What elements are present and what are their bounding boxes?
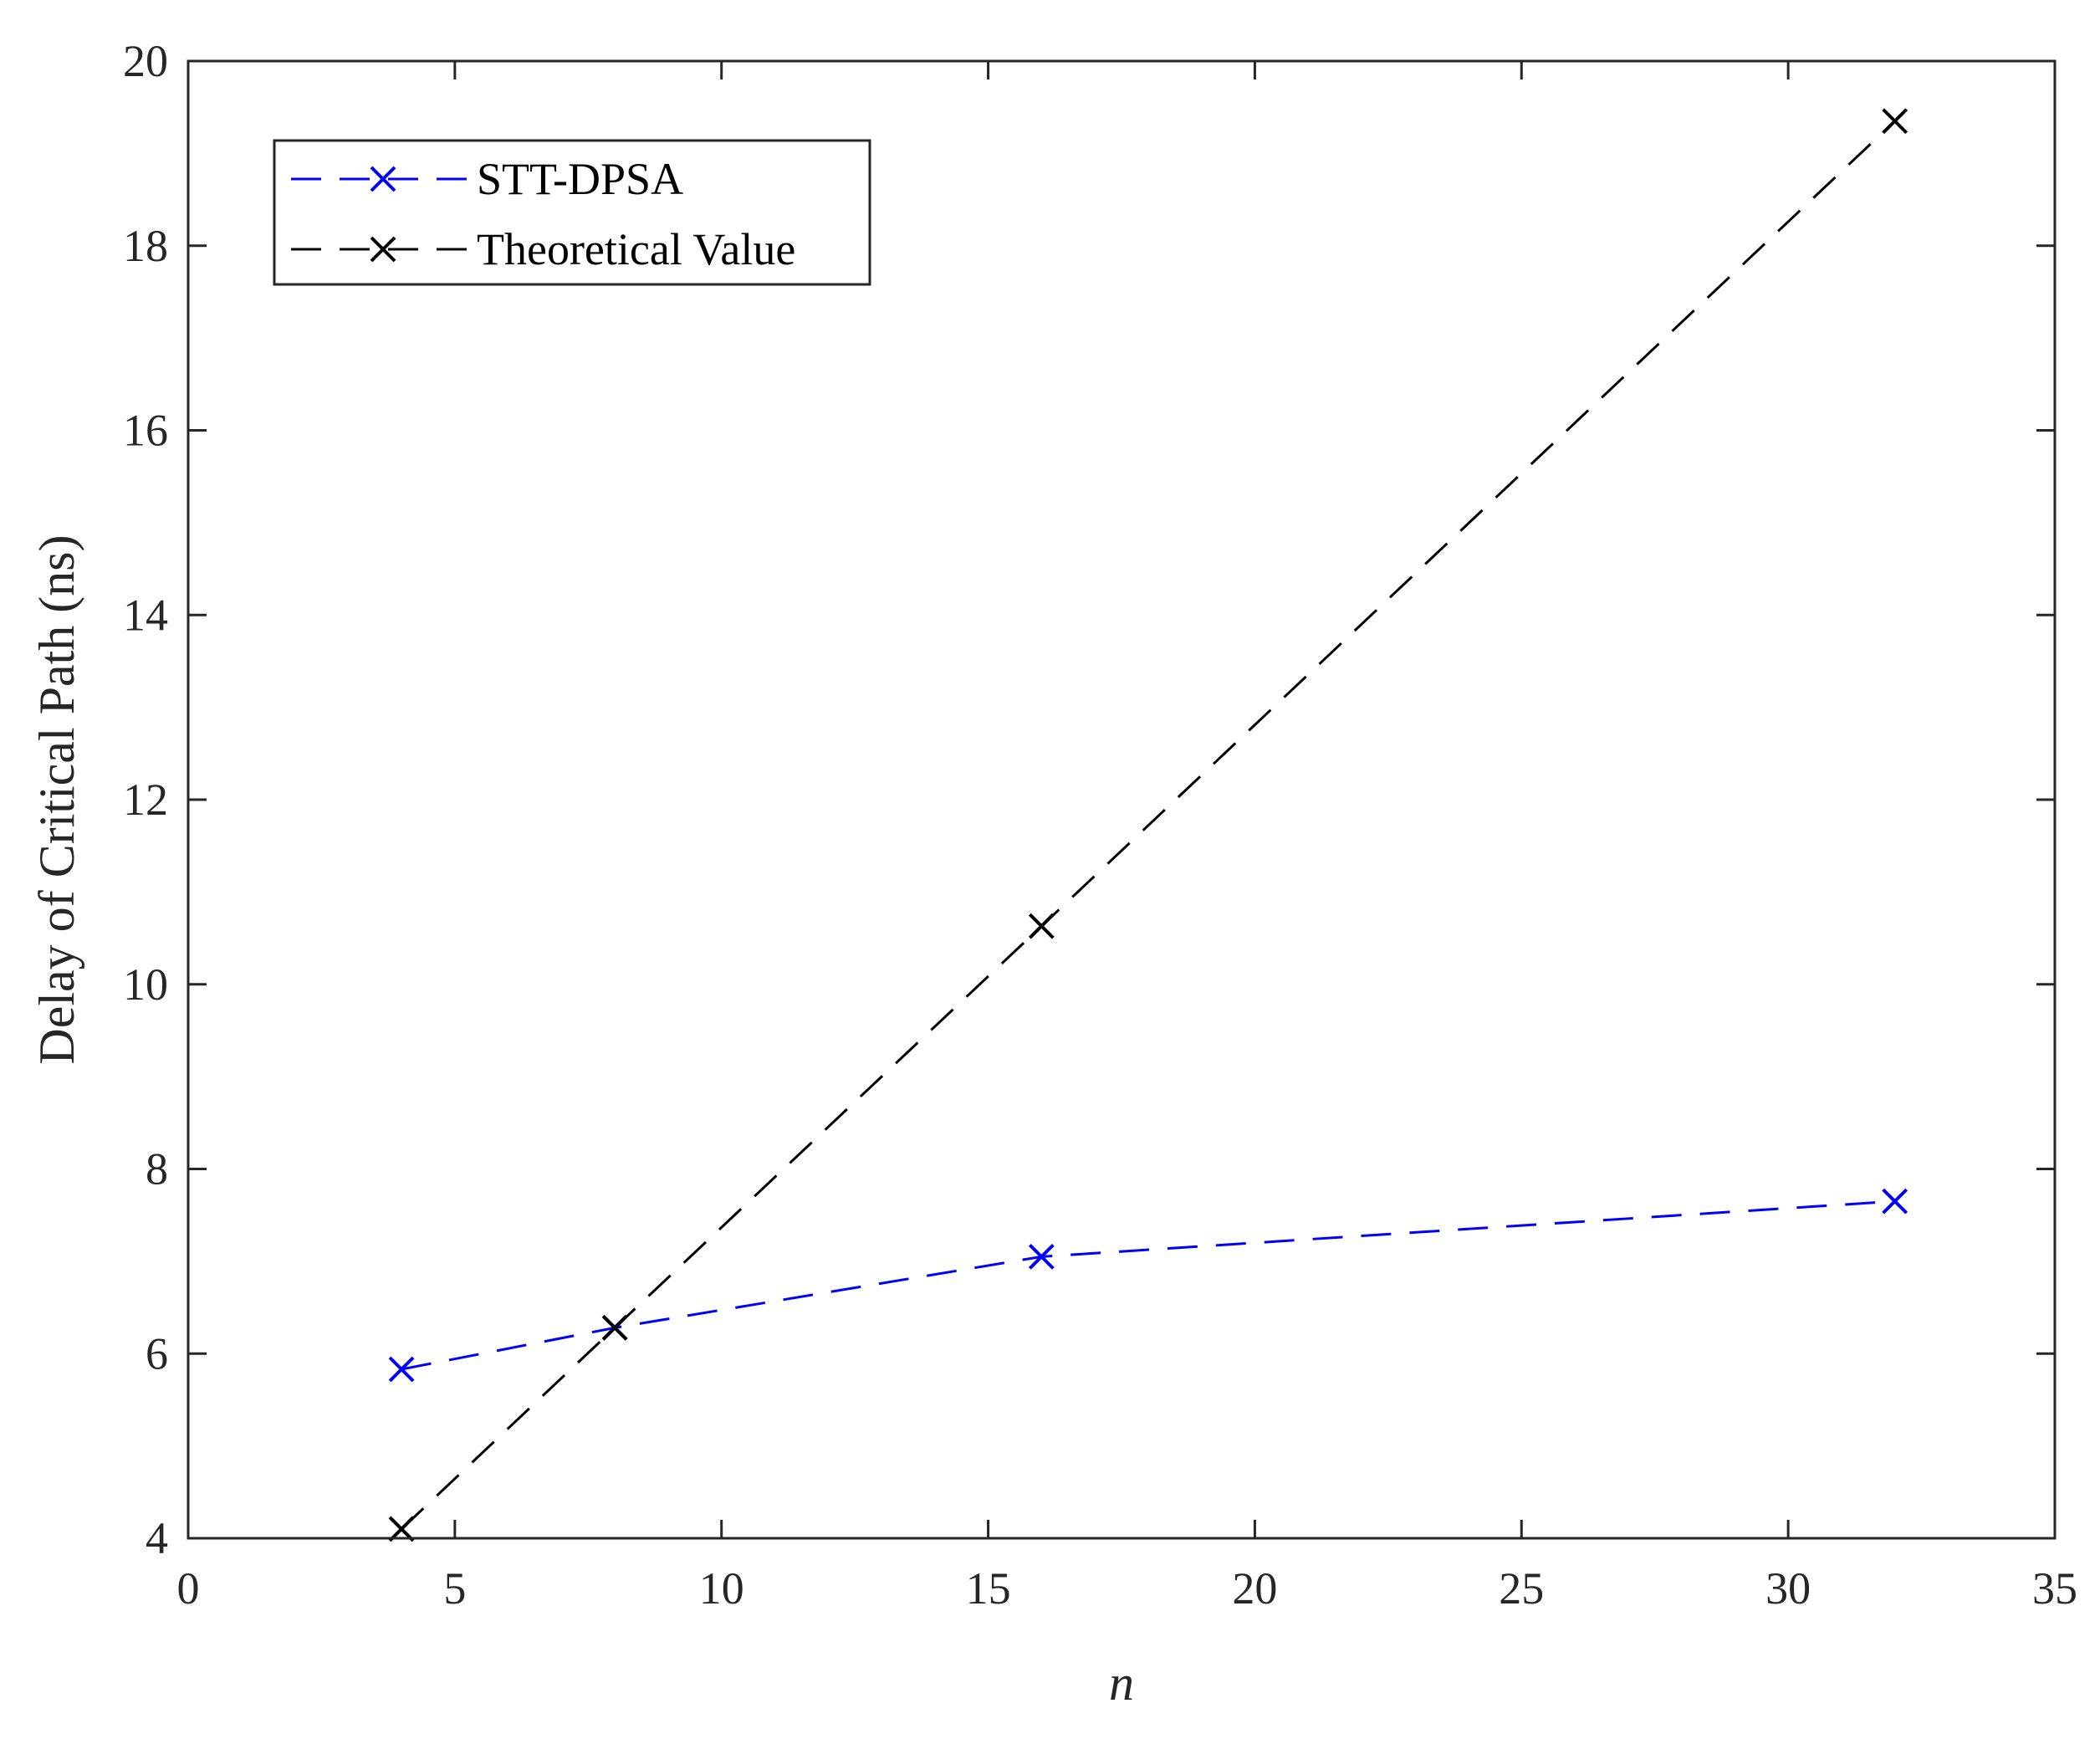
data-point <box>1028 913 1055 939</box>
legend-label: Theoretical Value <box>477 224 795 274</box>
axis-ticks: 0 5 10 15 20 25 30 35 4 6 8 10 12 14 16 18 20 <box>123 36 2077 1614</box>
marker-stroke <box>1028 1243 1055 1270</box>
legend: STT-DPSA Theoretical Value <box>273 139 871 286</box>
y-tick-label: 14 <box>123 590 168 640</box>
data-point <box>1882 108 1908 135</box>
y-tick-label: 6 <box>146 1328 168 1378</box>
y-tick-label: 16 <box>123 406 168 456</box>
marker-stroke <box>388 1516 415 1542</box>
series-1 <box>388 108 1908 1542</box>
y-tick-label: 4 <box>146 1513 168 1563</box>
x-tick-label: 20 <box>1232 1563 1277 1614</box>
legend-entry: STT-DPSA <box>291 154 683 204</box>
marker-stroke <box>601 1314 628 1341</box>
x-tick-label: 30 <box>1765 1563 1811 1614</box>
x-tick-label: 25 <box>1499 1563 1544 1614</box>
data-point <box>1028 1243 1055 1270</box>
x-tick-label: 35 <box>2032 1563 2077 1614</box>
x-tick-label: 5 <box>443 1563 466 1614</box>
data-point <box>388 1516 415 1542</box>
legend-marker <box>370 166 396 192</box>
legend-marker <box>370 236 396 263</box>
x-tick-label: 0 <box>177 1563 200 1614</box>
marker-stroke <box>1882 1188 1908 1215</box>
y-tick-label: 20 <box>123 36 168 86</box>
series-line <box>401 1199 1895 1371</box>
marker-stroke <box>370 236 396 263</box>
data-point <box>1882 1188 1908 1215</box>
x-tick-label: 10 <box>699 1563 744 1614</box>
plot-layer <box>388 108 1908 1542</box>
marker-stroke <box>370 166 396 192</box>
y-tick-label: 12 <box>123 775 168 825</box>
x-tick-label: 15 <box>966 1563 1011 1614</box>
legend-label: STT-DPSA <box>477 154 683 204</box>
data-point <box>388 1356 415 1383</box>
x-axis-label: n <box>1109 1655 1134 1711</box>
data-point <box>601 1314 628 1341</box>
y-tick-label: 8 <box>146 1144 168 1194</box>
y-tick-label: 18 <box>123 221 168 271</box>
series-line <box>401 120 1896 1531</box>
marker-stroke <box>388 1356 415 1383</box>
marker-stroke <box>1028 913 1055 939</box>
y-axis-label: Delay of Critical Path (ns) <box>29 534 84 1064</box>
series-0 <box>388 1188 1908 1383</box>
legend-entry: Theoretical Value <box>291 224 795 274</box>
y-tick-label: 10 <box>123 959 168 1010</box>
marker-stroke <box>1882 108 1908 135</box>
